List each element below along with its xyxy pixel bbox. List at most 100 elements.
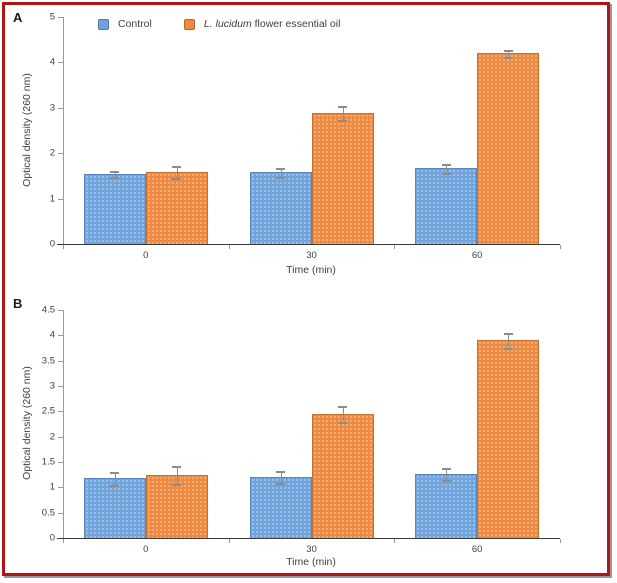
y-tick-mark <box>58 462 63 463</box>
error-bar-line <box>508 49 510 57</box>
error-bar-line <box>176 466 178 485</box>
x-axis-title-panel-a: Time (min) <box>286 264 336 276</box>
error-bar-cap-top <box>110 471 120 474</box>
error-bar-cap-top <box>276 167 285 170</box>
bar-essential-oil <box>477 340 540 538</box>
error-bar-line <box>342 106 344 120</box>
x-category-label: 60 <box>471 544 483 555</box>
y-tick-label: 0 <box>49 238 55 250</box>
error-bar-line <box>114 170 116 177</box>
error-bar-cap-top <box>441 468 451 471</box>
y-tick-label: 1 <box>49 193 55 205</box>
y-tick-label: 2 <box>49 147 55 159</box>
y-tick-mark <box>58 310 63 311</box>
legend: Control L. lucidum flower essential oil <box>98 18 340 30</box>
x-category-label: 30 <box>306 250 317 261</box>
y-tick-mark <box>58 512 63 514</box>
y-tick-mark <box>58 17 63 18</box>
x-tick-mark <box>63 539 64 543</box>
bar-control <box>249 477 312 538</box>
bar-essential-oil <box>311 413 374 538</box>
bar-control <box>83 478 146 538</box>
legend-item-control: Control <box>98 18 152 30</box>
error-bar-cap-bottom <box>276 176 285 179</box>
x-category-label: 0 <box>143 544 149 555</box>
error-bar-line <box>446 468 448 481</box>
x-tick-mark <box>394 245 396 249</box>
error-bar-line <box>280 471 282 484</box>
y-tick-label: 1.5 <box>41 456 55 468</box>
y-axis-title-panel-a: Optical density (260 nm) <box>21 73 33 187</box>
y-tick-label: 5 <box>49 11 55 23</box>
x-tick-mark <box>63 245 64 249</box>
error-bar-line <box>342 406 344 422</box>
legend-item-essential-oil: L. lucidum flower essential oil <box>183 18 341 30</box>
y-tick-label: 2.5 <box>41 405 55 417</box>
error-bar-cap-bottom <box>338 421 347 424</box>
y-tick-label: 0.5 <box>41 507 55 519</box>
error-bar-cap-bottom <box>276 483 285 486</box>
legend-label-essential-oil: L. lucidum flower essential oil <box>204 18 341 30</box>
error-bar-cap-top <box>172 466 182 469</box>
error-bar-cap-bottom <box>110 484 120 487</box>
error-bar-cap-top <box>441 163 451 166</box>
y-tick-label: 4 <box>49 56 55 68</box>
error-bar-line <box>446 163 448 173</box>
y-tick-label: 3 <box>49 102 55 114</box>
x-tick-mark <box>560 539 561 543</box>
error-bar-cap-bottom <box>110 176 120 179</box>
x-category-label: 30 <box>306 544 317 555</box>
error-bar-line <box>508 333 510 348</box>
error-bar-cap-bottom <box>503 347 513 350</box>
legend-swatch-essential-oil <box>183 18 195 30</box>
y-tick-mark <box>58 436 63 438</box>
y-axis-line <box>63 17 64 244</box>
bar-essential-oil <box>477 53 540 244</box>
y-tick-mark <box>58 153 63 155</box>
y-tick-mark <box>58 360 63 362</box>
y-tick-mark <box>58 335 63 337</box>
bar-control <box>83 173 146 244</box>
x-tick-mark <box>228 539 230 543</box>
error-bar-cap-bottom <box>441 172 451 175</box>
y-tick-mark <box>58 386 63 387</box>
x-tick-mark <box>228 245 230 249</box>
y-tick-label: 4.5 <box>41 304 55 316</box>
x-tick-mark <box>394 539 396 543</box>
legend-label-control: Control <box>118 18 152 30</box>
y-axis-line <box>63 310 64 538</box>
error-bar-cap-top <box>503 333 513 336</box>
legend-label-rest: flower essential oil <box>251 18 341 30</box>
error-bar-cap-bottom <box>503 57 513 59</box>
error-bar-cap-top <box>110 170 120 173</box>
y-tick-mark <box>58 411 63 413</box>
y-tick-label: 4 <box>49 329 55 341</box>
bar-control <box>415 168 478 244</box>
y-tick-label: 3.5 <box>41 355 55 367</box>
bar-essential-oil <box>311 113 374 244</box>
error-bar-cap-bottom <box>338 120 347 123</box>
error-bar-line <box>280 167 282 177</box>
x-category-label: 60 <box>471 250 483 261</box>
error-bar-cap-top <box>172 166 182 169</box>
y-tick-label: 0 <box>49 532 55 544</box>
y-tick-label: 1 <box>49 481 55 493</box>
error-bar-line <box>176 166 178 179</box>
y-tick-mark <box>58 107 63 109</box>
error-bar-cap-bottom <box>172 178 182 181</box>
x-tick-mark <box>560 245 561 249</box>
error-bar-cap-top <box>503 49 513 52</box>
bar-essential-oil <box>145 172 208 244</box>
x-axis-line <box>57 538 560 539</box>
y-tick-label: 2 <box>49 431 55 443</box>
y-tick-mark <box>58 487 63 489</box>
error-bar-line <box>114 471 116 485</box>
bar-control <box>249 172 312 244</box>
error-bar-cap-top <box>276 471 285 474</box>
panel-label-b: B <box>13 296 23 311</box>
legend-swatch-control <box>98 18 109 30</box>
x-axis-line <box>57 244 560 245</box>
x-axis-title-panel-b: Time (min) <box>286 556 336 568</box>
error-bar-cap-bottom <box>172 484 182 487</box>
